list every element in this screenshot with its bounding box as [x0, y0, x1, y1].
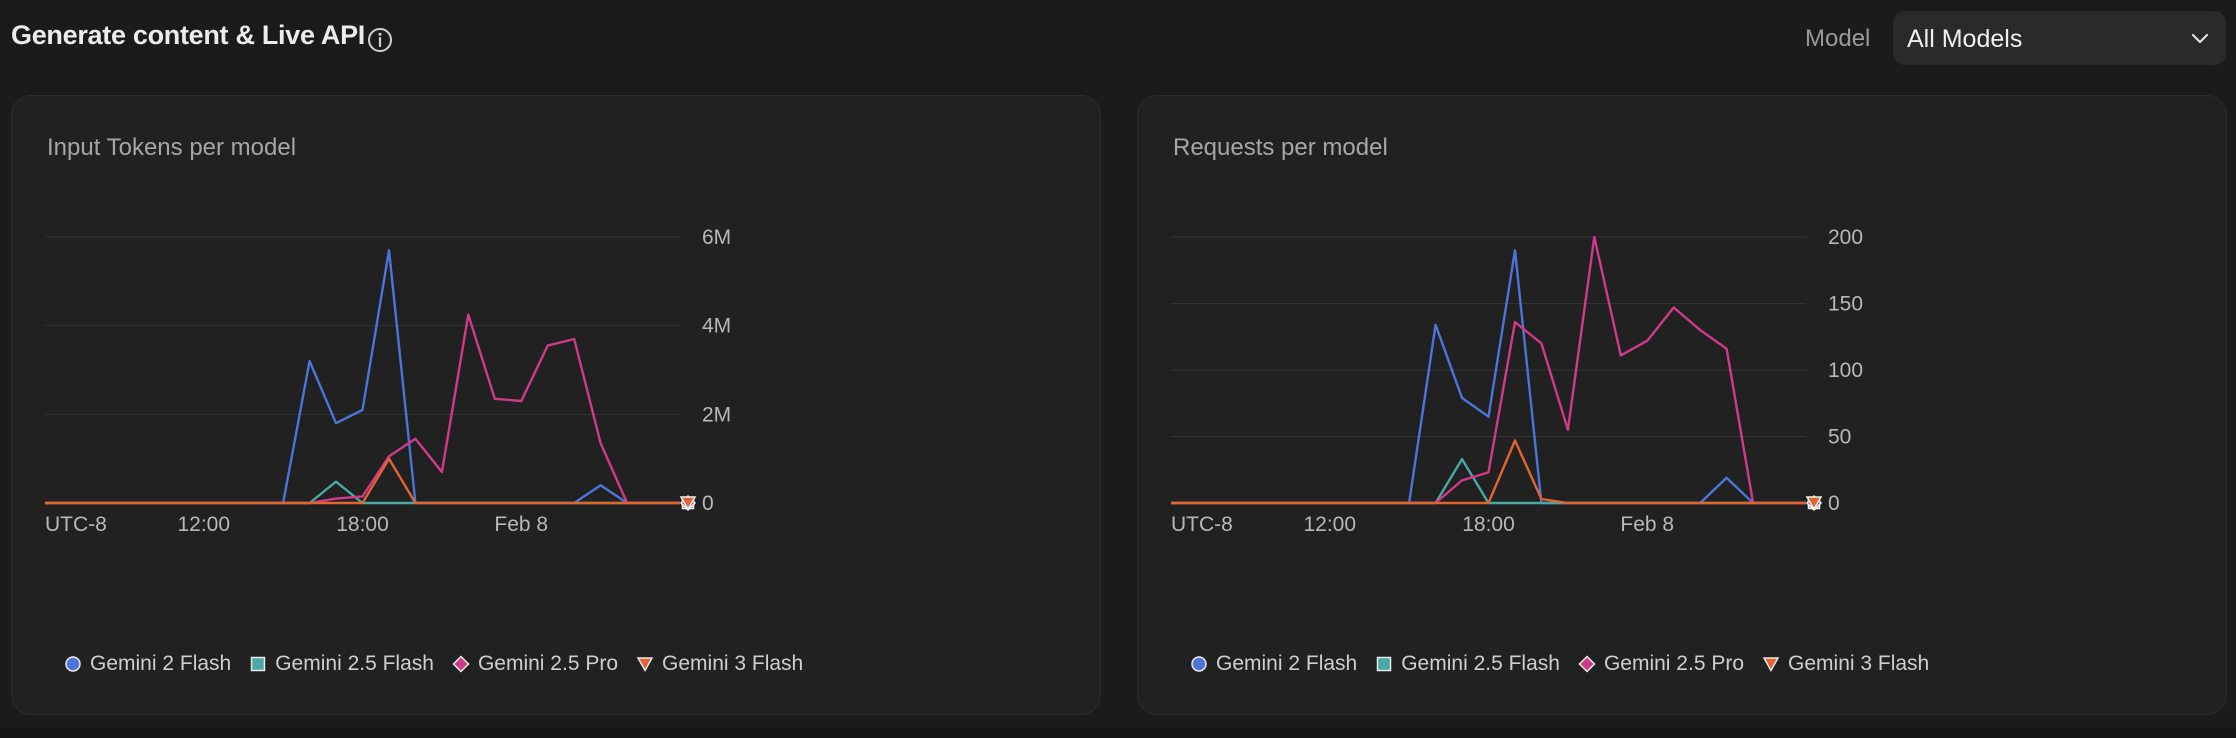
x-tick-label: UTC-8	[45, 513, 107, 536]
legend-item-gemini-2-flash[interactable]: Gemini 2 Flash	[64, 652, 231, 676]
page-bottom-edge	[0, 728, 2236, 738]
triangle-marker-icon	[636, 657, 654, 673]
series-line-gemini-2-5-pro	[1171, 235, 1806, 505]
triangle-marker-icon	[1762, 657, 1780, 673]
y-tick-label: 0	[702, 492, 714, 515]
x-tick-label: 18:00	[336, 513, 389, 536]
legend-item-gemini-3-flash[interactable]: Gemini 3 Flash	[636, 652, 803, 676]
square-marker-icon	[1376, 656, 1392, 672]
info-icon[interactable]	[366, 26, 394, 54]
legend-label: Gemini 2.5 Flash	[1401, 652, 1560, 675]
input-tokens-chart: 0 2M 4M 6M UTC-8 12:00 18:00 Feb 8	[45, 226, 731, 536]
plot-area: 0 2M 4M 6M UTC-8 12:00 18:00 Feb 8	[45, 226, 731, 536]
legend-label: Gemini 2 Flash	[90, 652, 232, 675]
y-tick-label: 6M	[702, 226, 731, 249]
series-line-gemini-2-flash	[1171, 249, 1806, 505]
diamond-marker-icon	[1578, 655, 1596, 673]
series-line-gemini-2-5-flash	[45, 480, 680, 505]
series-end-marker-gemini-3-flash	[679, 496, 697, 511]
y-tick-label: 150	[1828, 293, 1863, 316]
legend-label: Gemini 3 Flash	[662, 652, 804, 675]
legend-label: Gemini 2.5 Pro	[477, 652, 619, 675]
model-select[interactable]: All Models	[1893, 11, 2226, 65]
y-tick-label: 100	[1828, 359, 1863, 382]
legend-item-gemini-3-flash[interactable]: Gemini 3 Flash	[1762, 652, 1929, 676]
x-tick-label: Feb 8	[1620, 513, 1674, 536]
requests-chart: 0 50 100 150 200 UTC-8 12:00 18:00 Feb 8	[1171, 226, 1863, 536]
y-tick-label: 50	[1828, 426, 1851, 449]
legend-item-gemini-2-flash[interactable]: Gemini 2 Flash	[1190, 652, 1357, 676]
y-tick-label: 2M	[702, 403, 731, 426]
x-tick-label: UTC-8	[1171, 513, 1233, 536]
legend-label: Gemini 2.5 Pro	[1603, 652, 1745, 675]
chart-legend: Gemini 2 Flash Gemini 2.5 Flash Gemini 2…	[1190, 652, 1929, 676]
square-marker-icon	[250, 656, 266, 672]
series-line-gemini-3-flash	[1171, 439, 1806, 505]
legend-item-gemini-2-5-pro[interactable]: Gemini 2.5 Pro	[1578, 652, 1744, 676]
diamond-marker-icon	[452, 655, 470, 673]
legend-item-gemini-2-5-pro[interactable]: Gemini 2.5 Pro	[452, 652, 618, 676]
model-select-value: All Models	[1907, 25, 2023, 53]
chart-legend: Gemini 2 Flash Gemini 2.5 Flash Gemini 2…	[64, 652, 803, 676]
legend-label: Gemini 3 Flash	[1788, 652, 1930, 675]
page-title: Generate content & Live API	[11, 20, 365, 50]
circle-marker-icon	[1191, 656, 1207, 672]
input-tokens-chart-card: Input Tokens per model 0 2M 4M 6M UTC-8 12:00…	[11, 95, 1101, 715]
y-tick-label: 200	[1828, 226, 1863, 249]
series-line-gemini-3-flash	[45, 457, 680, 505]
legend-label: Gemini 2 Flash	[1216, 652, 1358, 675]
series-line-gemini-2-5-pro	[45, 313, 680, 505]
y-tick-label: 4M	[702, 315, 731, 338]
legend-item-gemini-2-5-flash[interactable]: Gemini 2.5 Flash	[249, 652, 434, 676]
x-tick-label: 12:00	[1303, 513, 1356, 536]
model-filter-label: Model	[1805, 25, 1871, 52]
page-header: Generate content & Live API Model All Mo…	[0, 0, 2236, 80]
series-end-marker-gemini-3-flash	[1805, 496, 1823, 511]
y-tick-label: 0	[1828, 492, 1840, 515]
x-tick-label: 12:00	[177, 513, 230, 536]
chart-title: Requests per model	[1173, 134, 1388, 161]
chevron-down-icon	[2191, 33, 2209, 44]
circle-marker-icon	[65, 656, 81, 672]
series-line-gemini-2-flash	[45, 249, 680, 505]
x-tick-label: Feb 8	[494, 513, 548, 536]
legend-item-gemini-2-5-flash[interactable]: Gemini 2.5 Flash	[1375, 652, 1560, 676]
legend-label: Gemini 2.5 Flash	[275, 652, 434, 675]
plot-area: 0 50 100 150 200 UTC-8 12:00 18:00 Feb 8	[1171, 226, 1863, 536]
x-tick-label: 18:00	[1462, 513, 1515, 536]
requests-chart-card: Requests per model 0 50 100 150 200 UTC-8 12:0…	[1137, 95, 2227, 715]
chart-title: Input Tokens per model	[47, 134, 297, 161]
